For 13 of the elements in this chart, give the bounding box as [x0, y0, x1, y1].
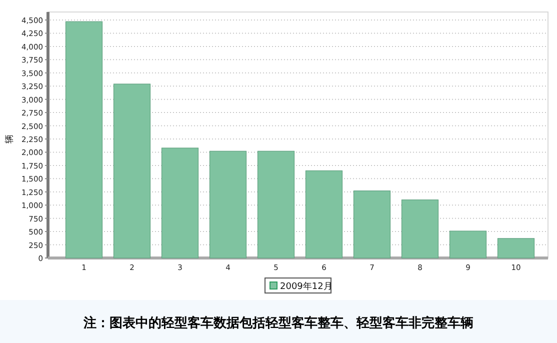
bar [113, 84, 151, 258]
bar [353, 190, 391, 258]
bar [257, 150, 295, 258]
bar [65, 21, 103, 258]
bar [497, 238, 535, 258]
bar [305, 170, 343, 258]
y-axis-title: 辆 [4, 134, 15, 144]
bar [449, 230, 487, 258]
bar [209, 150, 247, 258]
text: 注：图表中的轻型客车数据包括轻型客车整车、轻型客车非完整车辆 [82, 315, 474, 331]
bar [401, 200, 439, 258]
bar [161, 148, 199, 258]
legend-label: 2009年12月 [280, 281, 332, 292]
